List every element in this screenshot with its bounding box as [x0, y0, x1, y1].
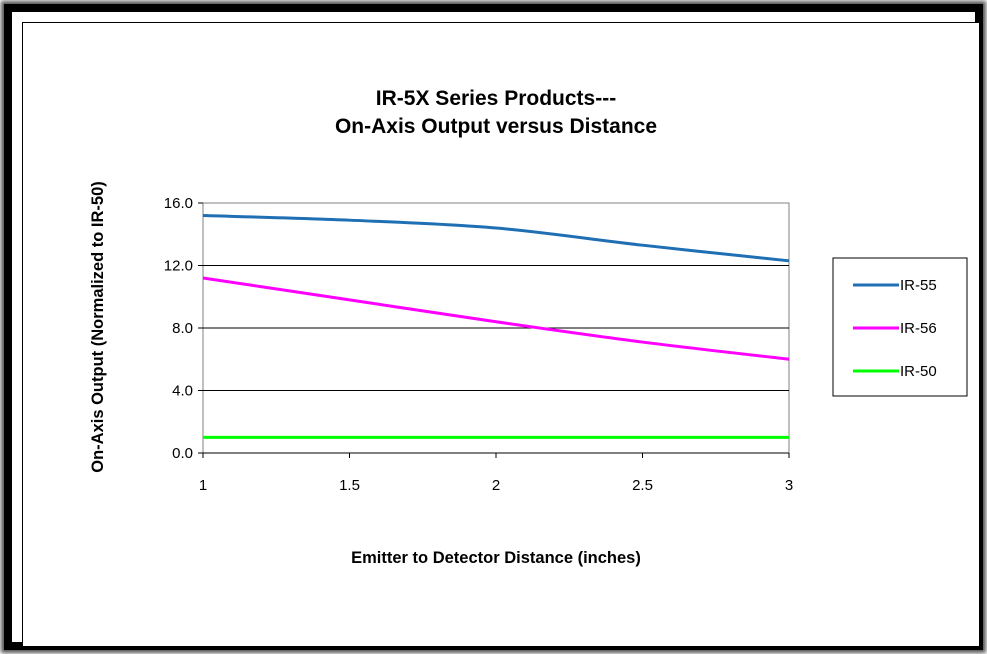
plot-area: 0.0 4.0 8.0 12.0 16.0 1 1.5 2 2.5 3 [164, 195, 793, 494]
x-tick-label: 2.5 [632, 477, 653, 494]
chart-title-line-2: On-Axis Output versus Distance [335, 115, 657, 138]
chart-title-line-1: IR-5X Series Products--- [376, 87, 616, 110]
x-tick-label: 3 [785, 477, 793, 494]
y-tick-label: 8.0 [172, 320, 193, 337]
legend-label-ir-56: IR-56 [900, 320, 937, 337]
series-line-ir-56 [202, 276, 790, 361]
x-tick-label: 1 [199, 477, 207, 494]
y-tick-label: 12.0 [164, 258, 193, 275]
y-tick-label: 16.0 [164, 195, 193, 212]
series-line-ir-55 [202, 214, 790, 263]
legend-label-ir-55: IR-55 [900, 277, 937, 294]
legend-label-ir-50: IR-50 [900, 363, 937, 380]
y-axis-title: On-Axis Output (Normalized to IR-50) [89, 181, 107, 473]
y-tick-label: 4.0 [172, 383, 193, 400]
x-axis-title: Emitter to Detector Distance (inches) [351, 549, 641, 567]
y-tick-label: 0.0 [172, 445, 193, 462]
legend: IR-55 IR-56 IR-50 [832, 257, 968, 397]
x-tick-label: 1.5 [339, 477, 360, 494]
x-tick-label: 2 [492, 477, 500, 494]
chart-frame [4, 4, 983, 650]
